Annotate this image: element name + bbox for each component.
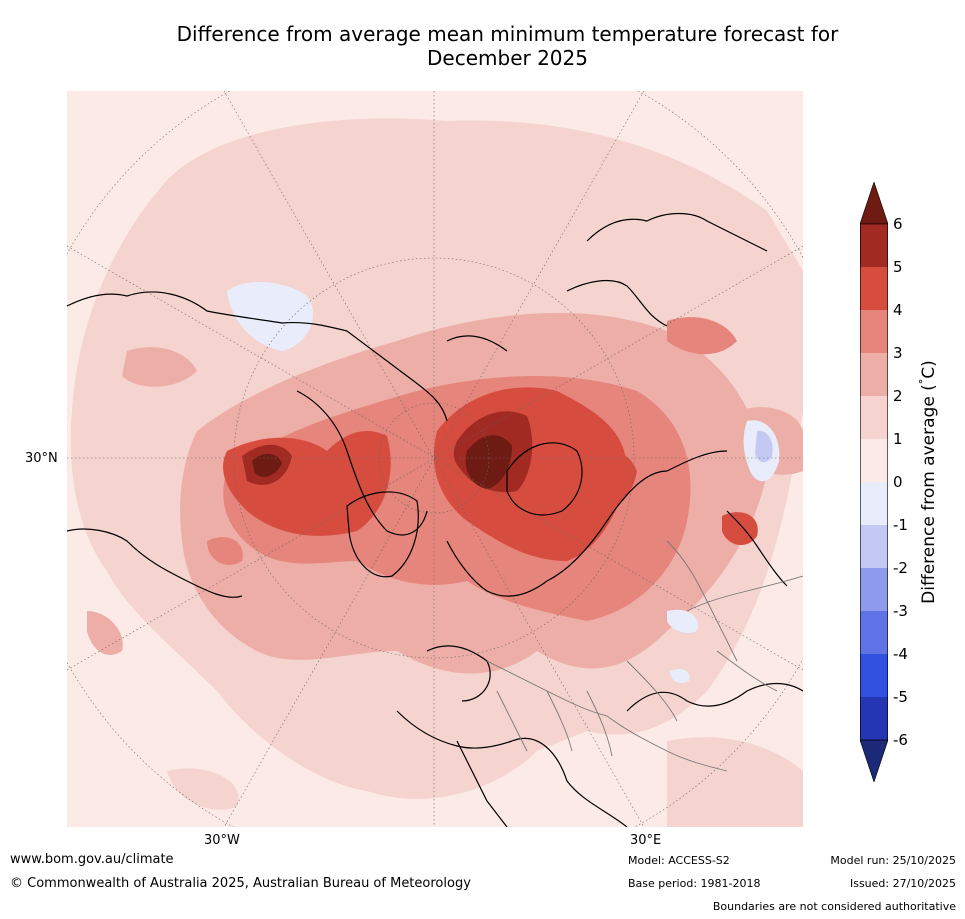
colorbar-band [860,267,888,310]
colorbar-tick-label: -5 [893,688,908,706]
colorbar-tick-label: -6 [893,731,908,749]
lat-label-30n: 30°N [25,451,58,466]
colorbar-band [860,525,888,568]
colorbar-tick-label: -2 [893,559,908,577]
colorbar-tick-label: 3 [893,344,903,362]
colorbar-band [860,611,888,654]
title-line-1: Difference from average mean minimum tem… [176,22,839,46]
colorbar-tick-label: 0 [893,473,903,491]
issued-text: Issued: 27/10/2025 [849,877,956,890]
website-text: www.bom.gov.au/climate [10,852,174,867]
lon-label-30w: 30°W [204,833,240,848]
colorbar [860,182,888,782]
model-text: Model: ACCESS-S2 [628,854,730,867]
chart-title: Difference from average mean minimum tem… [60,22,955,70]
country-boundaries [486,540,803,772]
colorbar-band [860,439,888,482]
model-run-text: Model run: 25/10/2025 [830,854,956,867]
colorbar-tick-label: 1 [893,430,903,448]
colorbar-band [860,697,888,740]
colorbar-band [860,568,888,611]
colorbar-label: Difference from average (°C) [917,360,939,604]
colorbar-band [860,353,888,396]
colorbar-tick-label: 4 [893,301,903,319]
colorbar-tick-label: 5 [893,258,903,276]
colorbar-band [860,482,888,525]
forecast-map [67,91,803,827]
disclaimer-text: Boundaries are not considered authoritat… [712,900,956,913]
colorbar-frame [860,223,888,741]
colorbar-band [860,224,888,267]
lon-label-30e: 30°E [630,833,662,848]
colorbar-extend-bottom [860,739,888,782]
title-line-2: December 2025 [427,46,588,70]
colorbar-extend-top [860,182,888,225]
base-period-text: Base period: 1981-2018 [628,877,761,890]
colorbar-band [860,310,888,353]
coastlines [67,212,803,827]
graticule [67,91,803,827]
copyright-text: © Commonwealth of Australia 2025, Austra… [10,876,471,891]
colorbar-tick-label: 2 [893,387,903,405]
colorbar-tick-label: -3 [893,602,908,620]
colorbar-bands [860,182,888,782]
anomaly-minus2to1-fill [755,430,773,463]
colorbar-band [860,396,888,439]
colorbar-tick-label: -4 [893,645,908,663]
colorbar-band [860,654,888,697]
colorbar-tick-label: 6 [893,215,903,233]
colorbar-tick-label: -1 [893,516,908,534]
